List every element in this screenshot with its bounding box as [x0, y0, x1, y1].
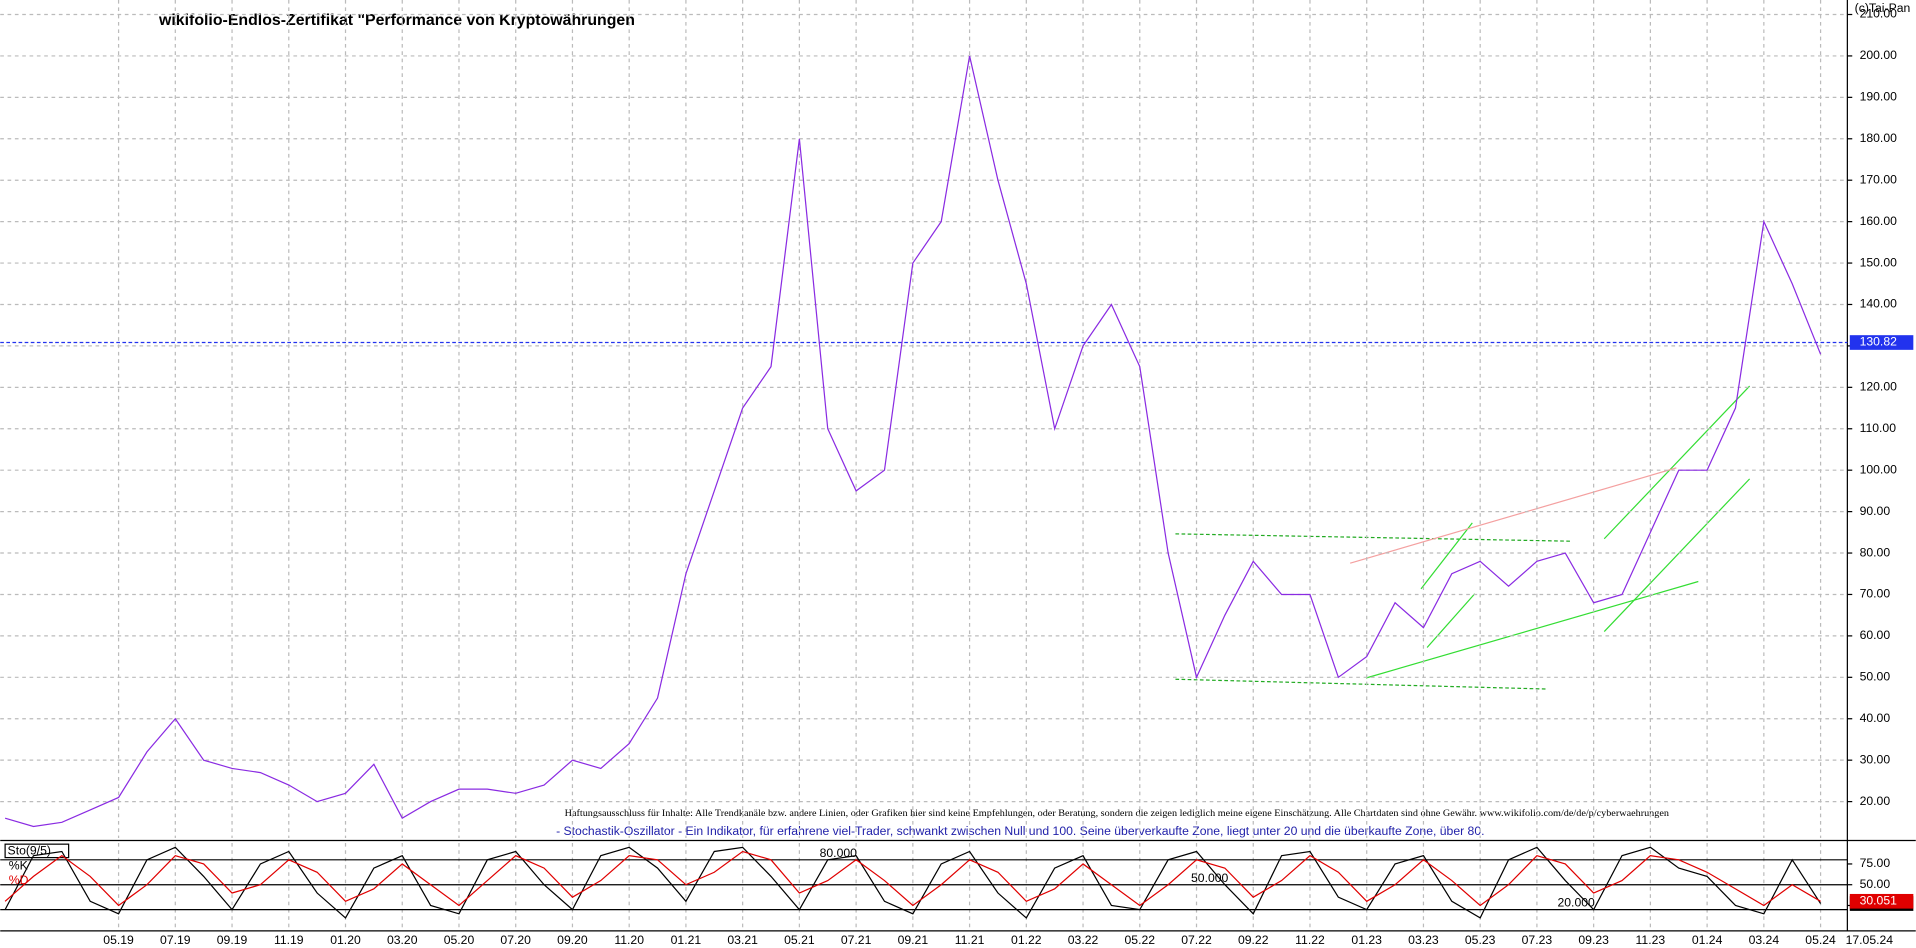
level-label: 20.000 [1557, 896, 1595, 910]
y-tick-label: 140.00 [1860, 297, 1898, 311]
x-tick-label: 09.21 [898, 933, 929, 947]
y-tick-label: 170.00 [1860, 172, 1898, 186]
x-tick-label: 05.20 [444, 933, 475, 947]
indicator-title: Sto(9/5) [8, 844, 51, 858]
y-tick-label: 50.00 [1860, 877, 1891, 891]
x-tick-label: 05.21 [784, 933, 815, 947]
y-tick-label: 100.00 [1860, 462, 1898, 476]
trend-line [1175, 533, 1571, 542]
trend-line [1365, 580, 1699, 679]
x-tick-label: 03.23 [1408, 933, 1439, 947]
trend-line [1603, 478, 1751, 633]
x-tick-label: 07.20 [500, 933, 531, 947]
x-tick-label: 05.22 [1125, 933, 1156, 947]
x-tick-label: 11.23 [1636, 933, 1666, 947]
y-tick-label: 60.00 [1860, 628, 1891, 642]
x-tick-label: 09.19 [217, 933, 248, 947]
x-tick-label: 03.20 [387, 933, 418, 947]
trend-line [1349, 467, 1677, 564]
x-tick-label: 09.22 [1238, 933, 1269, 947]
series-line [4, 850, 1821, 907]
x-tick-label: 09.23 [1578, 933, 1609, 947]
indicator-note: - Stochastik-Oszillator - Ein Indikator,… [556, 824, 1484, 838]
y-tick-label: 200.00 [1860, 48, 1898, 62]
last-value-box [1849, 893, 1914, 909]
x-tick-label: 11.22 [1295, 933, 1325, 947]
disclaimer: Haftungsausschluss für Inhalte: Alle Tre… [565, 808, 1669, 819]
x-tick-label: 01.21 [671, 933, 702, 947]
x-tick-label: 03.21 [727, 933, 758, 947]
x-tick-label: 03.24 [1749, 933, 1780, 947]
x-tick-label: 07.22 [1181, 933, 1212, 947]
x-tick-label: 05.24 [1805, 933, 1836, 947]
y-tick-label: 160.00 [1860, 214, 1898, 228]
last-value-label: 130.82 [1860, 335, 1898, 349]
last-value-label: 30.051 [1860, 894, 1898, 908]
y-tick-label: 110.00 [1860, 421, 1897, 435]
trend-line [1426, 593, 1476, 648]
y-tick-label: 90.00 [1860, 504, 1891, 518]
y-tick-label: 190.00 [1860, 90, 1898, 104]
x-tick-label: 11.20 [614, 933, 644, 947]
x-tick-label: 07.23 [1522, 933, 1553, 947]
last-value-box [1849, 335, 1914, 350]
y-tick-label: 70.00 [1860, 587, 1891, 601]
x-tick-label: 01.20 [330, 933, 361, 947]
y-tick-label: 180.00 [1860, 131, 1898, 145]
y-tick-label: 120.00 [1860, 380, 1898, 394]
indicator-box [4, 843, 70, 859]
x-tick-label: 03.22 [1068, 933, 1099, 947]
x-tick-label: 07.19 [160, 933, 191, 947]
x-tick-label: 07.21 [841, 933, 872, 947]
x-tick-label: 01.24 [1692, 933, 1723, 947]
x-tick-label: 11.19 [274, 933, 304, 947]
level-label: 50.000 [1191, 871, 1229, 885]
x-tick-label: 01.23 [1351, 933, 1382, 947]
y-tick-label: 20.00 [1860, 794, 1891, 808]
x-tick-label: 05.23 [1465, 933, 1496, 947]
y-tick-label: 150.00 [1860, 255, 1898, 269]
y-tick-label: 80.00 [1860, 545, 1891, 559]
series-line [4, 846, 1822, 919]
y-tick-label: 40.00 [1860, 711, 1891, 725]
trend-line [1603, 385, 1751, 540]
legend-entry: %D [9, 873, 29, 887]
trend-line [1175, 678, 1546, 690]
y-tick-label: 50.00 [1860, 670, 1891, 684]
trend-line [1420, 522, 1473, 590]
y-tick-label: 210.00 [1860, 7, 1898, 21]
trend-lines [1175, 385, 1751, 690]
x-tick-label: 09.20 [557, 933, 588, 947]
last-date: 17.05.24 [1846, 933, 1894, 947]
x-tick-label: 01.22 [1011, 933, 1042, 947]
y-tick-label: 75.00 [1860, 856, 1891, 870]
y-tick-label: 30.00 [1860, 752, 1891, 766]
copyright: (c)Tai-Pan [1855, 1, 1911, 15]
x-tick-label: 05.19 [103, 933, 134, 947]
legend-entry: %K [9, 858, 28, 872]
series-line [4, 55, 1822, 828]
x-tick-label: 11.21 [955, 933, 985, 947]
